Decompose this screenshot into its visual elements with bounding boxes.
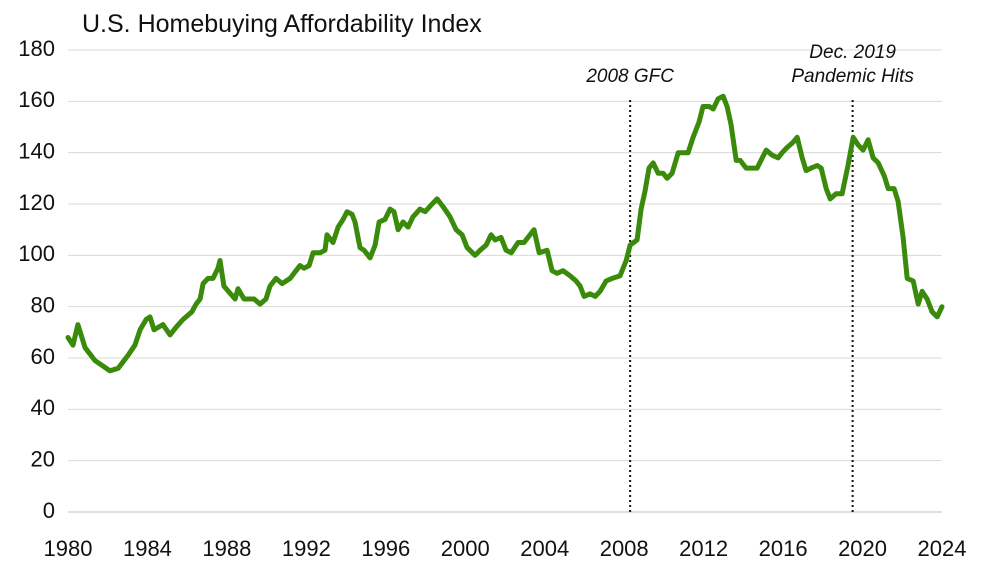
x-tick-label: 2020 xyxy=(838,536,887,561)
annotation-text: Dec. 2019 xyxy=(809,42,896,63)
y-tick-label: 60 xyxy=(31,344,55,369)
x-tick-label: 2004 xyxy=(520,536,569,561)
y-tick-label: 100 xyxy=(18,241,55,266)
data-line xyxy=(65,93,945,374)
x-tick-label: 2016 xyxy=(759,536,808,561)
x-tick-label: 2000 xyxy=(441,536,490,561)
x-tick-label: 1984 xyxy=(123,536,172,561)
x-tick-label: 1980 xyxy=(44,536,93,561)
x-tick-label: 1996 xyxy=(361,536,410,561)
y-tick-label: 180 xyxy=(18,36,55,61)
y-tick-label: 80 xyxy=(31,292,55,317)
annotation-text: 2008 GFC xyxy=(585,66,674,87)
y-tick-label: 120 xyxy=(18,190,55,215)
chart-title: U.S. Homebuying Affordability Index xyxy=(82,10,482,38)
x-tick-label: 1988 xyxy=(202,536,251,561)
x-tick-label: 1992 xyxy=(282,536,331,561)
x-tick-label: 2008 xyxy=(600,536,649,561)
y-tick-label: 0 xyxy=(43,498,55,523)
x-tick-label: 2012 xyxy=(679,536,728,561)
y-tick-label: 40 xyxy=(31,395,55,420)
x-tick-label: 2024 xyxy=(918,536,967,561)
y-tick-label: 160 xyxy=(18,87,55,112)
y-tick-label: 140 xyxy=(18,138,55,163)
annotation-text: Pandemic Hits xyxy=(791,66,914,87)
y-tick-label: 20 xyxy=(31,446,55,471)
